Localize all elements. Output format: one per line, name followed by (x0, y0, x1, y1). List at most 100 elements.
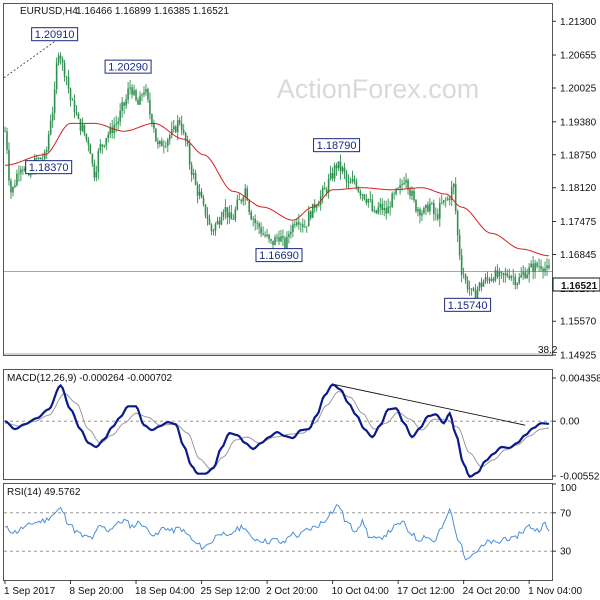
candle (514, 273, 517, 290)
candle-body (482, 281, 485, 287)
candle-body (276, 237, 278, 238)
price-tick-label: 1.21300 (560, 17, 597, 28)
candle-body (139, 95, 141, 105)
candle (444, 196, 447, 208)
candle-body (69, 88, 72, 101)
candle (305, 226, 308, 233)
candle (97, 148, 100, 180)
candle-body (508, 275, 511, 279)
candle (266, 228, 268, 238)
candle-body (268, 234, 270, 240)
candle-body (347, 181, 350, 184)
candle-body (103, 145, 106, 147)
candle-body (192, 173, 195, 175)
candle-body (250, 212, 252, 220)
candle-body (35, 158, 38, 159)
candle-body (351, 178, 354, 183)
candle-body (242, 197, 245, 202)
candle-body (85, 133, 88, 140)
candle (496, 264, 499, 280)
candle (450, 180, 453, 207)
candle-body (81, 124, 84, 131)
candle (262, 226, 264, 236)
time-tick-label: 24 Oct 20:00 (463, 586, 521, 597)
candle-body (288, 233, 290, 237)
candle (198, 184, 201, 200)
candle-body (546, 265, 548, 269)
candle-body (484, 277, 487, 282)
moving-average-line (5, 122, 550, 257)
candle (480, 277, 483, 292)
rsi-tick-label: 70 (560, 508, 572, 519)
price-tick-label: 1.18750 (560, 150, 597, 161)
candle (117, 117, 119, 130)
candle-body (278, 237, 280, 242)
price-callout: 1.16690 (255, 248, 303, 263)
candle-body (300, 224, 302, 226)
candle-body (178, 120, 181, 124)
candle (488, 277, 491, 284)
candle (446, 196, 449, 202)
candle (292, 221, 294, 238)
candle (387, 198, 389, 214)
candle (61, 56, 64, 71)
candle-body (478, 282, 481, 289)
candle-body (41, 158, 44, 160)
candle-body (337, 161, 340, 169)
candle-body (524, 272, 526, 278)
candle-body (153, 122, 155, 129)
candle-body (53, 89, 56, 113)
candle-body (57, 55, 60, 63)
candle-body (137, 100, 139, 105)
candle-body (409, 189, 411, 196)
price-callout-box (104, 59, 152, 74)
candle-body (254, 218, 256, 224)
candle-body (200, 191, 203, 198)
candle-body (272, 240, 274, 246)
candle (383, 200, 386, 217)
candle (456, 209, 459, 243)
macd-tick-label: 0.004358 (560, 374, 600, 385)
candle-body (542, 268, 544, 272)
candle-body (105, 138, 108, 146)
candle-body (290, 231, 292, 234)
candle-body (466, 280, 469, 290)
candle-body (39, 157, 42, 160)
candle-body (123, 102, 125, 106)
candle (294, 220, 296, 229)
candle (218, 216, 221, 229)
candle-body (198, 191, 201, 196)
candle (371, 194, 374, 213)
candle-body (91, 154, 94, 164)
candle (143, 86, 145, 98)
candle (240, 198, 243, 205)
candle (538, 258, 540, 272)
candle-body (294, 224, 296, 226)
candle-body (329, 172, 332, 179)
candle-body (280, 236, 282, 242)
price-callout-label: 1.20910 (35, 29, 75, 41)
candle-body (444, 199, 447, 201)
candle (276, 233, 278, 242)
candle (93, 159, 96, 182)
candle-body (302, 224, 304, 228)
candle-body (286, 236, 288, 250)
candle (196, 181, 199, 204)
candle-body (528, 267, 530, 275)
candle-body (83, 124, 86, 134)
candle (89, 143, 92, 155)
rsi-panel (3, 483, 553, 581)
candle (419, 207, 421, 224)
candle (335, 162, 338, 176)
price-tick-label: 1.15570 (560, 317, 597, 328)
candle-body (363, 194, 366, 200)
candle-body (145, 89, 147, 93)
candle-body (210, 224, 213, 232)
candle-body (359, 191, 362, 196)
candle-body (431, 203, 433, 204)
candle (272, 240, 274, 249)
time-tick-label: 1 Nov 04:00 (528, 586, 582, 597)
candle-body (309, 211, 312, 218)
time-tick-label: 25 Sep 12:00 (201, 586, 261, 597)
time-tick-label: 10 Oct 04:00 (332, 586, 390, 597)
